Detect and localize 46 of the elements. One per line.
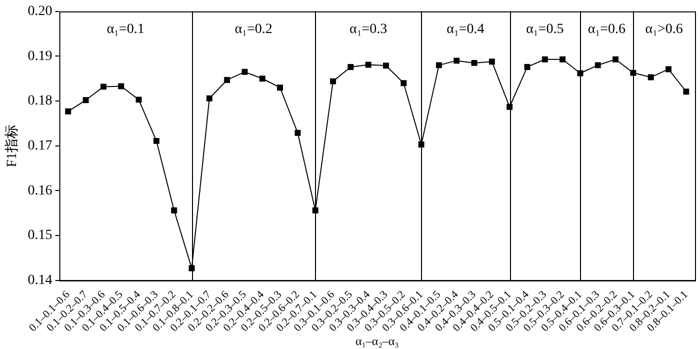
- point: [277, 84, 284, 91]
- point: [648, 74, 654, 80]
- point: [383, 62, 389, 69]
- annotation: α₁=0.1: [106, 22, 144, 38]
- annotation: α₁>0.6: [645, 22, 683, 38]
- y-tick-label: 0.20: [28, 4, 52, 20]
- point: [153, 138, 160, 144]
- point: [524, 64, 530, 70]
- point: [666, 66, 672, 72]
- point: [612, 56, 619, 62]
- point: [65, 108, 72, 114]
- point: [560, 56, 566, 62]
- point: [365, 62, 372, 68]
- point: [118, 83, 124, 90]
- annotation: α₁=0.2: [234, 22, 272, 38]
- point: [436, 62, 442, 68]
- annotation: α₁=0.3: [350, 22, 388, 38]
- point: [594, 62, 601, 68]
- point: [242, 68, 248, 75]
- point: [82, 97, 89, 104]
- y-axis-title: F1指标: [4, 124, 20, 168]
- y-tick-label: 0.14: [28, 272, 52, 288]
- y-tick-label: 0.18: [28, 94, 52, 109]
- point: [488, 58, 495, 65]
- annotation: α₁=0.5: [526, 22, 564, 38]
- point: [171, 207, 178, 214]
- point: [259, 76, 266, 82]
- point: [330, 78, 336, 84]
- annotation: α₁=0.4: [446, 22, 484, 38]
- y-tick-label: 0.16: [28, 183, 52, 198]
- point: [294, 130, 301, 136]
- y-tick-label: 0.19: [28, 48, 52, 64]
- point: [136, 96, 142, 103]
- point: [454, 58, 460, 64]
- y-tick-label: 0.15: [28, 228, 52, 244]
- point: [400, 80, 407, 86]
- point: [224, 77, 230, 83]
- point: [100, 84, 106, 90]
- point: [348, 64, 354, 70]
- point: [683, 88, 690, 95]
- y-tick-label: 0.17: [28, 138, 52, 154]
- point: [206, 95, 212, 102]
- annotation: α₁=0.6: [588, 22, 626, 38]
- point: [542, 56, 548, 62]
- point: [471, 60, 478, 66]
- x-axis-title: α₁–α₂–α₃: [355, 334, 399, 348]
